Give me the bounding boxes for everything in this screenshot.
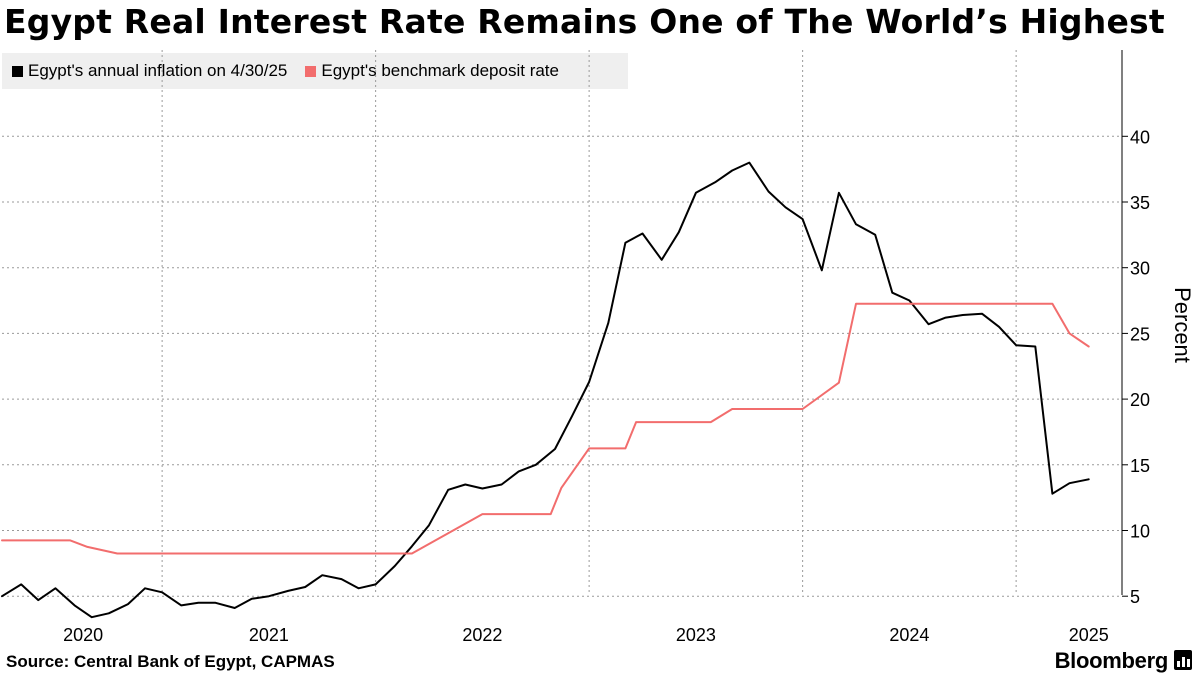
x-tick-label: 2023 [676, 625, 716, 645]
y-tick-label: 15 [1130, 456, 1150, 476]
y-tick-label: 30 [1130, 259, 1150, 279]
legend-label-inflation: Egypt's annual inflation on 4/30/25 [28, 61, 288, 80]
source-note: Source: Central Bank of Egypt, CAPMAS [6, 652, 335, 671]
series-line-inflation [1, 161, 1090, 619]
x-tick-label: 2022 [462, 625, 502, 645]
x-tick-label: 2021 [249, 625, 289, 645]
y-tick-label: 40 [1130, 127, 1150, 147]
series-line-deposit [1, 302, 1090, 555]
legend-label-deposit: Egypt's benchmark deposit rate [321, 61, 559, 80]
legend: Egypt's annual inflation on 4/30/25 Egyp… [2, 53, 628, 89]
brand-wordmark: Bloomberg [1054, 648, 1169, 673]
legend-swatch-deposit [305, 65, 317, 77]
legend-swatch-inflation [12, 65, 23, 77]
y-tick-label: 5 [1130, 587, 1140, 607]
legend-item-deposit: Egypt's benchmark deposit rate [305, 61, 559, 81]
x-tick-label: 2025 [1069, 625, 1109, 645]
bloomberg-logo-icon [1174, 650, 1192, 670]
chart-title: Egypt Real Interest Rate Remains One of … [4, 2, 1165, 41]
y-axis-label: Percent [1170, 287, 1195, 363]
y-tick-label: 10 [1130, 522, 1150, 542]
y-tick-label: 20 [1130, 390, 1150, 410]
x-tick-label: 2024 [889, 625, 929, 645]
y-tick-label: 35 [1130, 193, 1150, 213]
y-tick-label: 25 [1130, 324, 1150, 344]
legend-item-inflation: Egypt's annual inflation on 4/30/25 [12, 61, 287, 81]
x-tick-label: 2020 [63, 625, 103, 645]
